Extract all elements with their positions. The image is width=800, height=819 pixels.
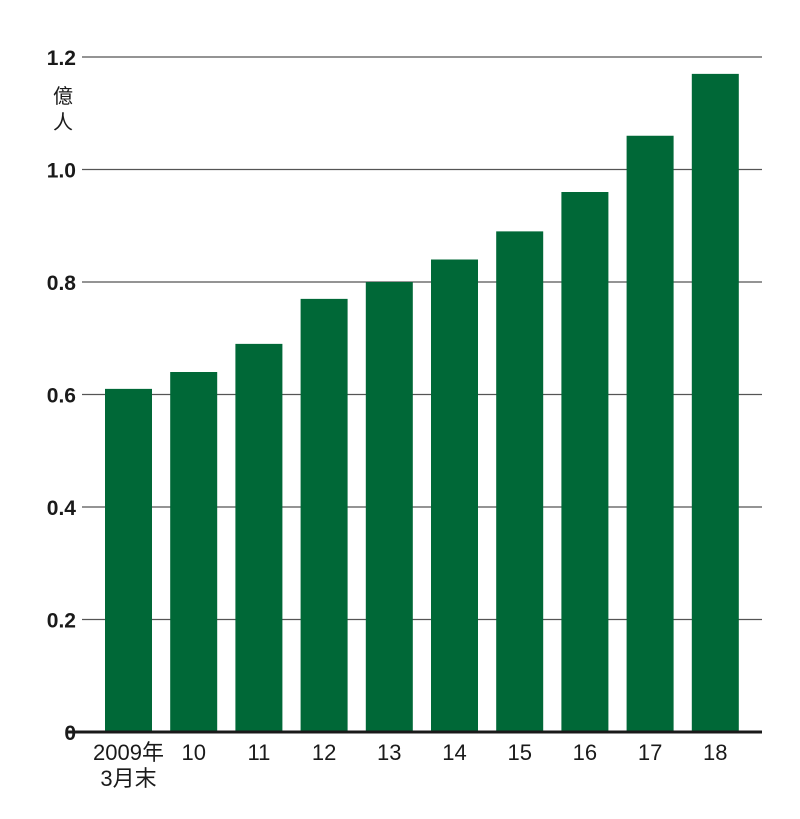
bar (300, 298, 348, 732)
x-tick-label: 14 (442, 740, 466, 765)
bar (691, 73, 739, 732)
bar (496, 231, 544, 732)
y-tick-label: 1.0 (47, 160, 76, 183)
x-tick-label: 15 (507, 740, 531, 765)
bar (170, 372, 218, 732)
bar (105, 388, 152, 732)
x-tick-label: 18 (703, 740, 727, 765)
y-tick-label: 1.2 (47, 47, 76, 70)
y-tick-label: 0.4 (47, 497, 77, 520)
bar (626, 135, 674, 732)
x-tick-label: 10 (181, 740, 205, 765)
y-axis-unit-label-2: 人 (53, 110, 73, 134)
x-tick-label: 2009年 3月末 (93, 740, 164, 791)
x-tick-label: 11 (247, 740, 270, 765)
y-axis-unit-label-1: 億 (53, 84, 73, 108)
x-tick-label: 16 (573, 740, 597, 765)
bar (235, 343, 283, 732)
y-tick-label: 0.2 (47, 610, 76, 633)
x-tick-label: 12 (312, 740, 336, 765)
bar (431, 259, 478, 732)
y-tick-label: 0.6 (47, 385, 76, 408)
x-tick-label: 17 (638, 740, 662, 765)
bar (561, 192, 609, 732)
bar (365, 282, 413, 732)
x-tick-label: 13 (377, 740, 401, 765)
y-tick-label: 0.8 (47, 272, 77, 295)
